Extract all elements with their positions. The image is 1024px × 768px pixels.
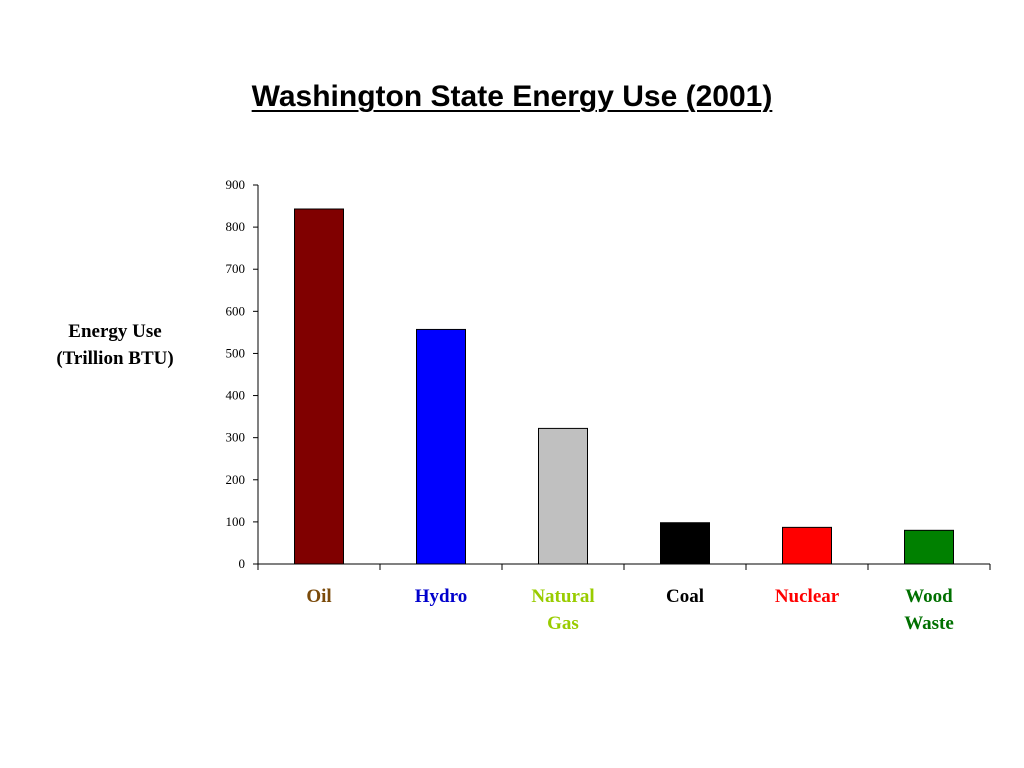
x-category-label-line: Natural: [531, 586, 594, 607]
y-axis-label: Energy Use (Trillion BTU): [30, 318, 200, 372]
y-axis-label-line-1: Energy Use: [68, 321, 162, 342]
y-tick-label: 200: [226, 472, 246, 487]
bar: [416, 328, 466, 565]
x-category-label: Natural Gas: [531, 586, 594, 634]
y-axis-label-line-2: (Trillion BTU): [56, 348, 174, 369]
y-tick-label: 700: [226, 261, 246, 276]
y-tick-label: 0: [239, 556, 246, 571]
bar: [294, 208, 344, 565]
y-tick-label: 800: [226, 219, 246, 234]
x-category-label: Wood Waste: [904, 586, 954, 634]
y-tick-label: 400: [226, 388, 246, 403]
bar: [538, 427, 588, 565]
y-tick-label: 300: [226, 430, 246, 445]
x-category-label-line: Oil: [306, 586, 331, 607]
y-tick-label: 900: [226, 177, 246, 192]
x-category-label-line: Hydro: [415, 586, 467, 607]
x-category-label-line: Waste: [904, 613, 954, 634]
x-category-label-line: Gas: [547, 613, 579, 634]
bar: [660, 522, 710, 565]
y-tick-label: 600: [226, 303, 246, 318]
y-tick-label: 500: [226, 345, 246, 360]
chart-title: Washington State Energy Use (2001): [251, 80, 773, 113]
bar: [782, 526, 832, 565]
x-category-label: Hydro: [415, 586, 467, 607]
x-category-label-line: Wood: [905, 586, 953, 607]
x-category-label: Nuclear: [775, 586, 840, 607]
bar: [904, 529, 954, 565]
y-tick-label: 100: [226, 514, 246, 529]
x-category-label: Coal: [666, 586, 704, 607]
x-category-label: Oil: [306, 586, 331, 607]
x-category-label-line: Nuclear: [775, 586, 840, 607]
x-category-label-line: Coal: [666, 586, 704, 607]
